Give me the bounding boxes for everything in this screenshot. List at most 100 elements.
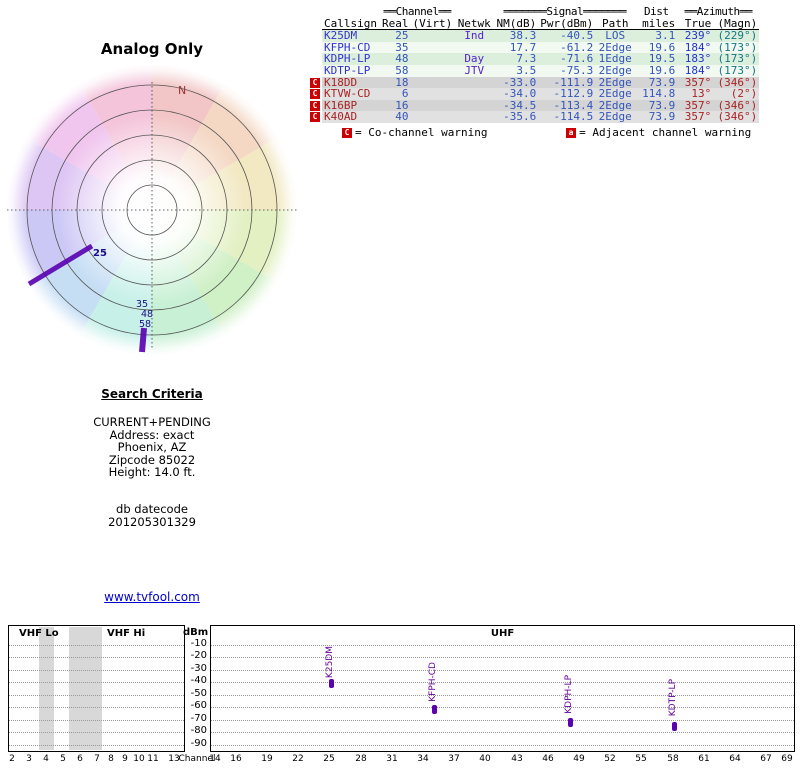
search-line: Address: exact: [109, 427, 195, 442]
station-row: C KTVW-CD 6 -34.0 -112.9 2Edge 114.8 13° …: [310, 87, 760, 101]
azimuth-true: 184°: [684, 63, 712, 77]
x-tick: 13: [168, 754, 180, 764]
signal-marker-label: KDPH-LP: [564, 675, 574, 714]
vhf-lo-label: VHF Lo: [19, 628, 59, 639]
signal-marker-label: KDTP-LP: [668, 679, 678, 717]
callsign-link[interactable]: KTVW-CD: [324, 87, 371, 101]
x-tick: 7: [94, 754, 100, 764]
azimuth-magnetic: (229°): [717, 29, 758, 43]
real-channel: 58: [395, 63, 409, 77]
col-netwk: Netwk: [454, 17, 495, 31]
channel-group-header: ══Channel══: [383, 5, 451, 18]
nm-db: -35.6: [503, 110, 537, 124]
real-channel: 40: [395, 110, 409, 124]
datecode-label: db datecode: [116, 502, 188, 517]
group-header-row: ══Channel══ ═══════Signal═══════ Dist ══…: [322, 6, 759, 18]
callsign-link[interactable]: K16BP: [324, 98, 358, 112]
real-channel: 25: [395, 29, 409, 43]
adjacent-channel-badge-icon: a: [566, 128, 577, 138]
dist-group-header: Dist: [643, 5, 669, 18]
virt-channel: [411, 42, 455, 54]
search-criteria-title: Search Criteria: [101, 387, 203, 401]
col-callsign: Callsign: [322, 17, 380, 31]
power-dbm: -75.3: [560, 63, 594, 77]
distance-miles: 114.8: [642, 87, 676, 101]
uhf-label: UHF: [490, 628, 515, 639]
power-dbm: -40.5: [560, 29, 594, 43]
x-tick: 3: [26, 754, 32, 764]
nm-db: 38.3: [509, 29, 537, 43]
x-tick: 64: [729, 754, 741, 764]
y-tick: -20: [190, 650, 207, 661]
real-channel: 48: [395, 52, 409, 66]
callsign-link[interactable]: K25DM: [324, 29, 358, 43]
x-tick: 28: [355, 754, 367, 764]
bearing-label-58: 58: [139, 319, 151, 330]
callsign-link[interactable]: KDPH-LP: [324, 52, 371, 66]
x-tick: 58: [667, 754, 679, 764]
station-row: K25DM 25 Ind 38.3 -40.5 LOS 3.1 239° (22…: [322, 29, 760, 43]
tvfool-link[interactable]: www.tvfool.com: [104, 590, 200, 604]
gray-band: [69, 627, 102, 750]
virt-channel: [411, 65, 455, 77]
station-row: KDPH-LP 48 Day 7.3 -71.6 1Edge 19.5 183°…: [322, 52, 760, 66]
callsign-link[interactable]: KDTP-LP: [324, 63, 371, 77]
network: Ind: [464, 29, 485, 43]
station-row: C K40AD 40 -35.6 -114.5 2Edge 73.9 357° (…: [310, 110, 760, 124]
real-channel: 6: [401, 87, 409, 101]
callsign-link[interactable]: K18DD: [324, 75, 358, 89]
callsign-link[interactable]: KFPH-CD: [324, 40, 371, 54]
co-channel-legend: C = Co-channel warning: [342, 126, 487, 139]
nm-db: -34.0: [503, 87, 537, 101]
station-row: KDTP-LP 58 JTV 3.5 -75.3 2Edge 19.6 184°…: [322, 63, 760, 77]
power-dbm: -113.4: [553, 98, 594, 112]
y-tick: -30: [190, 663, 207, 674]
x-tick: 52: [604, 754, 616, 764]
callsign-link[interactable]: K40AD: [324, 110, 358, 124]
crosshair-lines: [7, 82, 297, 348]
distance-miles: 73.9: [648, 75, 676, 89]
distance-miles: 19.6: [648, 40, 676, 54]
azimuth-magnetic: (2°): [730, 87, 758, 101]
virt-channel: [411, 100, 455, 112]
col-real: Real: [380, 16, 411, 31]
x-tick: 31: [386, 754, 398, 764]
azimuth-true: 13°: [691, 87, 712, 101]
network: Day: [464, 52, 485, 66]
nm-db: -34.5: [503, 98, 537, 112]
search-line: CURRENT+PENDING: [93, 415, 211, 430]
datecode-value: 201205301329: [108, 514, 196, 529]
network: JTV: [464, 63, 485, 77]
nm-db: 7.3: [516, 52, 537, 66]
distance-miles: 19.6: [648, 63, 676, 77]
x-tick: 67: [760, 754, 772, 764]
path-type: 2Edge: [598, 75, 632, 89]
x-tick: 8: [108, 754, 114, 764]
network: [454, 77, 494, 89]
y-tick: -90: [190, 738, 207, 749]
path-type: 2Edge: [598, 110, 632, 124]
azimuth-magnetic: (346°): [717, 110, 758, 124]
col-path: Path: [595, 17, 636, 31]
x-tick: 5: [60, 754, 66, 764]
azimuth-true: 357°: [684, 75, 712, 89]
x-tick: 4: [43, 754, 49, 764]
virt-channel: [411, 30, 455, 42]
north-marker: N: [178, 84, 186, 97]
uhf-plot-box: UHF K25DM KFPH-CD KDPH-LP KDTP-LP: [210, 625, 795, 752]
x-tick: 9: [122, 754, 128, 764]
power-dbm: -61.2: [560, 40, 594, 54]
power-dbm: -112.9: [553, 87, 594, 101]
adjacent-channel-legend-text: = Adjacent channel warning: [579, 126, 752, 139]
vhf-hi-label: VHF Hi: [107, 628, 146, 639]
path-type: 2Edge: [598, 98, 632, 112]
path-type: LOS: [605, 29, 626, 43]
x-tick: 19: [261, 754, 273, 764]
bearing-label-35: 35: [136, 299, 148, 310]
vhf-plot-box: VHF Lo VHF Hi: [8, 625, 185, 752]
co-channel-warning-badge: C: [310, 77, 320, 88]
y-tick: -60: [190, 700, 207, 711]
x-tick: 2: [9, 754, 15, 764]
real-channel: 35: [395, 40, 409, 54]
site-link-wrap: www.tvfool.com: [52, 590, 252, 604]
